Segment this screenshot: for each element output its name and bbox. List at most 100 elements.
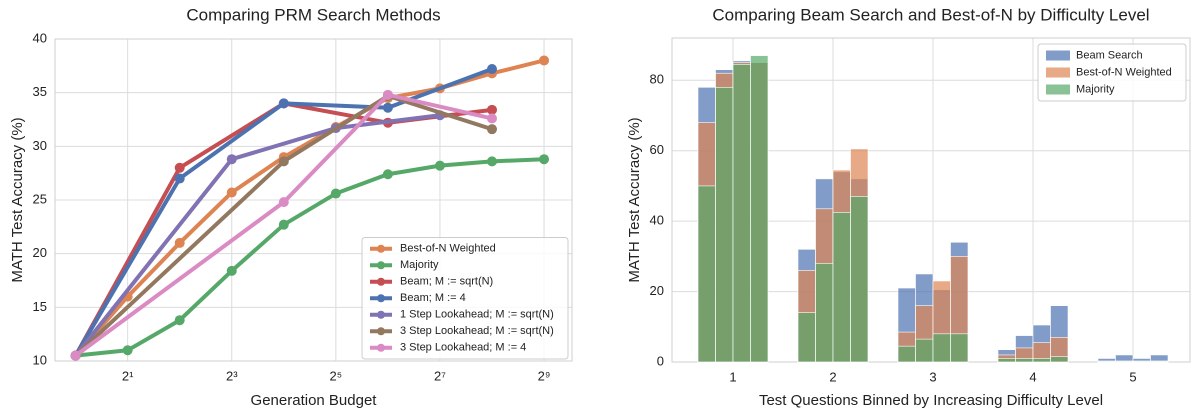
legend-box [1037,43,1187,102]
plot-frame [54,38,573,362]
bar [1050,356,1069,363]
line [74,92,493,358]
x-tick-label: 2¹ [122,368,134,383]
point [434,160,445,171]
legend-marker [377,327,385,336]
bar [715,87,734,363]
x-tick-label: 1 [729,369,736,384]
bar [815,263,834,363]
legend-marker [377,277,385,286]
point [278,156,289,167]
legend-marker [377,244,385,253]
point [226,265,237,276]
bar [1132,360,1151,363]
point [382,102,393,113]
y-tick-label: 0 [657,353,664,368]
bar [915,338,934,363]
y-axis-label: MATH Test Accuracy (%) [626,117,643,282]
y-tick-label: 20 [33,245,47,260]
point [539,154,550,165]
legend-marker [377,343,385,352]
bar [732,64,751,363]
point [486,64,497,75]
y-tick-label: 80 [650,72,664,87]
y-axis-label: MATH Test Accuracy (%) [9,117,26,282]
legend-label: 3 Step Lookahead; M := sqrt(N) [400,325,554,337]
legend-swatch [1046,84,1070,95]
x-tick-label: 2⁵ [330,368,343,383]
bar [697,185,716,363]
x-tick-label: 4 [1029,369,1036,384]
legend-marker [377,294,385,303]
line [74,113,441,357]
point [174,237,185,248]
bar [850,196,869,363]
bar [932,333,951,363]
legend-label: Beam; M := sqrt(N) [400,276,493,288]
y-tick-label: 25 [33,191,47,206]
point [174,173,185,184]
point [226,187,237,198]
bar [832,212,851,363]
line [74,93,493,358]
x-axis-label: Test Questions Binned by Increasing Diff… [759,392,1103,409]
x-tick-label: 3 [929,369,936,384]
legend-marker [377,261,385,270]
legend-label: Best-of-N Weighted [400,243,496,255]
point [278,219,289,230]
line [75,157,545,358]
point [278,197,289,208]
bar [950,333,969,363]
point [382,89,393,100]
x-tick-label: 5 [1129,369,1136,384]
bar [1115,360,1134,363]
x-tick-label: 2 [829,369,836,384]
x-tick-label: 2³ [226,368,238,383]
legend-label: Beam; M := 4 [400,292,466,304]
legend-marker [377,310,385,319]
legend-label: Best-of-N Weighted [1076,66,1172,78]
y-tick-label: 60 [650,142,664,157]
bar [897,345,916,363]
y-tick-label: 15 [33,299,47,314]
legend-label: 3 Step Lookahead; M := 4 [400,342,526,354]
bar [797,312,816,363]
x-tick-label: 2⁹ [538,368,551,383]
bar [1015,358,1034,363]
point [486,104,497,115]
y-tick-label: 40 [33,30,47,45]
legend-swatch [1046,67,1070,78]
legend-label: Beam Search [1076,49,1143,61]
point [486,113,497,124]
point [174,315,185,326]
y-tick-label: 30 [33,138,47,153]
x-tick-label: 2⁷ [434,368,446,383]
bar [1032,358,1051,363]
bar [1097,360,1116,363]
point [226,154,237,165]
point [539,55,550,66]
legend-box [361,237,569,360]
point [330,188,341,199]
point [382,169,393,180]
y-tick-label: 40 [650,213,664,228]
legend-label: Majority [1076,83,1115,95]
bar [750,55,769,363]
legend-swatch [1046,50,1070,61]
point [174,162,185,173]
point [486,124,497,135]
point [486,156,497,167]
point [70,350,81,361]
point [122,345,133,356]
y-tick-label: 10 [33,352,47,367]
bar [997,358,1016,363]
chart-title: Comparing Beam Search and Best-of-N by D… [712,5,1149,24]
legend-label: Majority [400,259,439,271]
x-axis-label: Generation Budget [251,392,378,409]
chart-title: Comparing PRM Search Methods [186,5,440,24]
y-tick-label: 20 [650,283,664,298]
y-tick-label: 35 [33,84,47,99]
line [74,58,545,357]
bar [1150,360,1169,363]
